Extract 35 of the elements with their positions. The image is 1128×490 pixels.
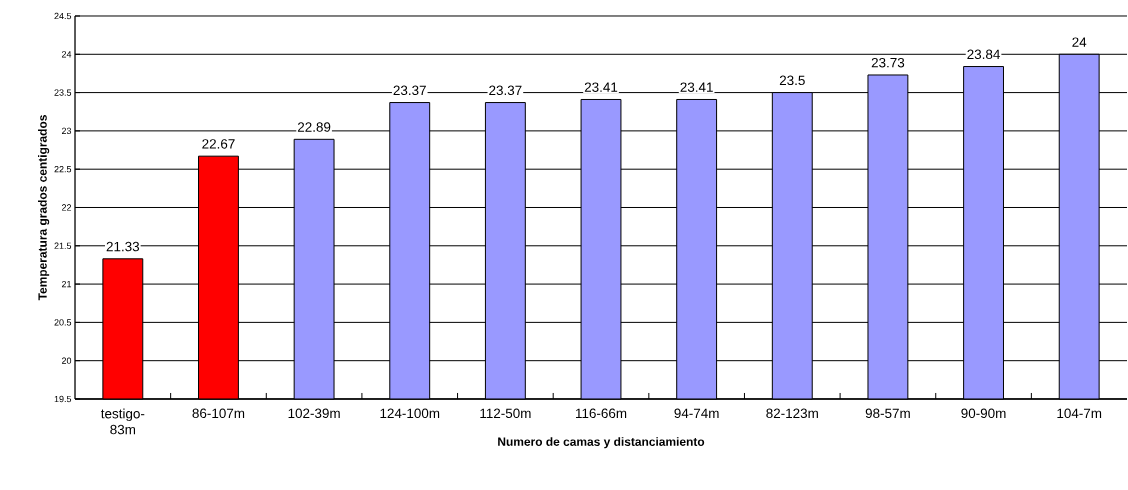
x-tick-label: 102-39m [288,408,340,419]
x-tick-label: 94-74m [674,408,719,419]
x-tick-label: 104-7m [1057,408,1102,419]
data-label: 23.5 [779,75,805,86]
y-tick-label: 19.5 [54,395,72,403]
y-tick-label: 20.5 [54,319,72,326]
x-axis-title: Numero de camas y distanciamiento [498,437,705,449]
y-axis-title: Temperatura grados centigrados [38,115,50,301]
data-label: 22.89 [297,122,331,132]
y-tick-label: 21.5 [54,242,72,249]
data-label: 23.84 [967,49,1000,60]
x-tick-label: 124-100m [380,408,440,419]
y-tick-label: 24.5 [54,12,72,20]
data-label: 23.73 [871,57,905,68]
x-tick-label: 116-66m [576,408,627,419]
data-label: 21.33 [106,241,140,252]
y-tick-label: 22.5 [54,166,72,173]
x-tick-label: 90-90m [961,408,1006,419]
y-tick-label: 24 [61,51,72,58]
y-tick-label: 22 [61,204,72,211]
x-tick-label: 86-107m [192,408,245,419]
x-tick-label: 98-57m [865,408,910,419]
data-label: 22.67 [202,139,235,149]
x-tick-label: 82-123m [766,408,818,419]
data-label: 23.41 [584,82,618,92]
y-tick-label: 23.5 [54,89,72,96]
data-label: 23.41 [680,82,713,92]
data-label: 23.37 [393,85,426,96]
x-tick-label: 112-50m [480,408,531,419]
y-tick-label: 23 [61,127,72,135]
data-label: 23.37 [489,85,522,96]
y-tick-label: 20 [61,357,72,364]
y-tick-label: 21 [61,280,72,288]
data-label: 24 [1072,37,1087,47]
x-tick-label: testigo-83m [100,408,145,435]
